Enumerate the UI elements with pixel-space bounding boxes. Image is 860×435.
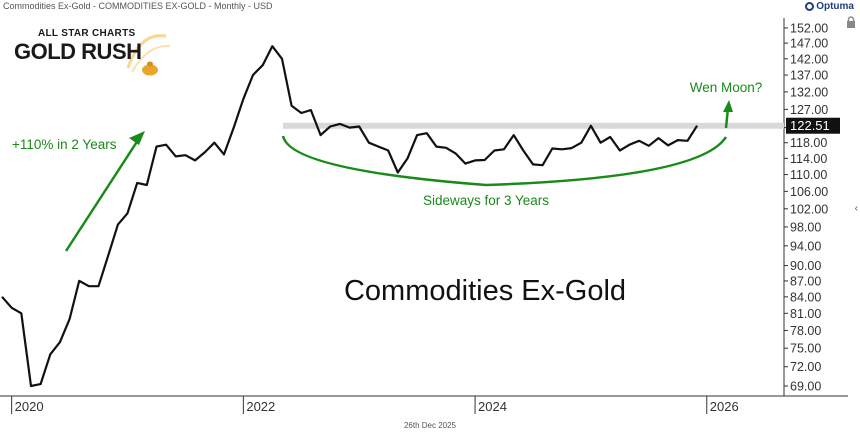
moon-arrowhead [723, 100, 733, 112]
x-tick-label: 2022 [246, 399, 275, 414]
logo-swirl-icon [126, 34, 171, 73]
resistance-band [283, 122, 784, 129]
lock-icon[interactable] [846, 16, 856, 28]
rally-arrowhead [129, 131, 145, 145]
y-tick-label: 147.00 [790, 37, 828, 51]
gold-rush-logo: ALL STAR CHARTS GOLD RUSH [12, 26, 172, 82]
chart-label-annotation: Commodities Ex-Gold [344, 275, 626, 307]
brand-text: Optuma [816, 1, 854, 12]
y-tick-label: 114.00 [790, 152, 827, 166]
last-price-label-bg [786, 117, 840, 134]
logo-top-text: ALL STAR CHARTS [38, 28, 136, 39]
price-line [1, 45, 699, 388]
y-tick-label: 81.00 [790, 307, 821, 321]
y-tick-label: 152.00 [790, 21, 828, 35]
axes: 69.00 72.00 75.00 78.00 81.00 84.00 87.0090.00… [0, 18, 848, 414]
y-tick-label: 84.00 [790, 290, 821, 304]
x-tick-label: 2024 [478, 399, 507, 414]
gold-bag-icon [142, 61, 158, 76]
y-tick-label: 118.00 [790, 136, 827, 150]
price-series [1, 45, 699, 388]
y-tick-label: 69.00 [790, 380, 821, 394]
last-price-label: 122.51 [786, 117, 840, 134]
sideways-arc [281, 135, 728, 187]
y-tick-label: 137.00 [790, 69, 828, 83]
chart-header-title: Commodities Ex-Gold - COMMODITIES EX-GOL… [3, 1, 273, 11]
y-tick-label: 102.00 [790, 202, 828, 216]
annotations: Commodities Ex-Gold +110% in 2 Years Sid… [12, 80, 762, 307]
last-price-label-text: 122.51 [790, 118, 830, 133]
y-tick-label: 127.00 [790, 103, 828, 117]
logo-main-text: GOLD RUSH [14, 39, 142, 64]
collapse-panel-icon[interactable]: ‹ [854, 203, 858, 214]
y-tick-label: 110.00 [790, 168, 827, 182]
rally-arrow [64, 136, 142, 252]
resistance-band-rect [283, 122, 784, 129]
rally-annotation: +110% in 2 Years [12, 137, 117, 152]
y-tick-label: 94.00 [790, 239, 821, 253]
chart-date: 26th Dec 2025 [403, 421, 457, 430]
y-tick-label: 87.00 [790, 274, 821, 288]
y-tick-label: 90.00 [790, 259, 821, 273]
y-tick-label: 142.00 [790, 52, 828, 66]
y-tick-label: 106.00 [790, 185, 828, 199]
x-tick-label: 2020 [15, 399, 44, 414]
sideways-annotation: Sideways for 3 Years [423, 193, 549, 208]
optuma-brand: Optuma [805, 1, 854, 12]
x-tick-label: 2026 [710, 399, 739, 414]
moon-annotation: Wen Moon? [690, 80, 763, 95]
y-tick-label: 132.00 [790, 85, 828, 99]
y-tick-label: 72.00 [790, 360, 821, 374]
optuma-logo-icon [805, 2, 815, 11]
y-tick-label: 75.00 [790, 342, 821, 356]
y-tick-label: 78.00 [790, 324, 821, 338]
y-tick-label: 98.00 [790, 220, 821, 234]
